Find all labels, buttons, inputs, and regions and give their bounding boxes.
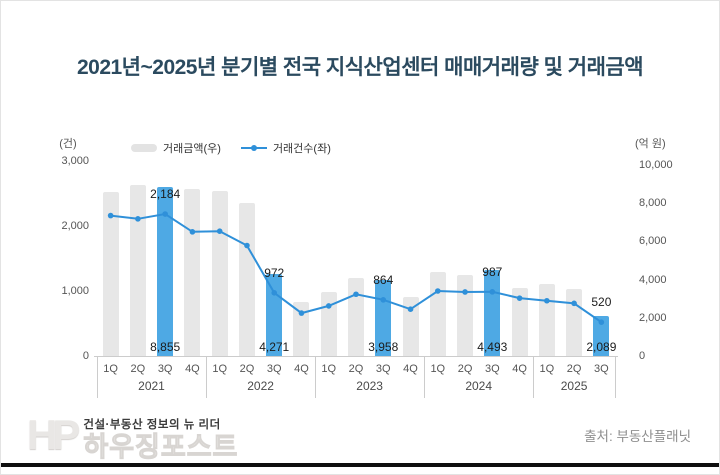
- bar: [457, 274, 474, 356]
- right-axis-tick: 6,000: [639, 235, 667, 248]
- count-data-label: 520: [591, 295, 612, 310]
- source-credit: 출처: 부동산플래닛: [584, 429, 691, 444]
- count-data-label: 972: [264, 265, 285, 280]
- x-axis-quarter-label: 3Q: [157, 363, 173, 375]
- x-axis-quarter-label: 1Q: [430, 363, 446, 375]
- left-axis-tick: 0: [82, 350, 89, 362]
- amount-data-label: 4,493: [477, 340, 508, 354]
- bottom-divider: [1, 463, 719, 467]
- amount-data-label: 3,958: [368, 340, 399, 354]
- year-group-separator: [424, 356, 426, 398]
- right-axis-tick: 10,000: [639, 159, 673, 171]
- x-axis-quarter-label: 3Q: [375, 363, 391, 375]
- left-axis-tick: 3,000: [61, 155, 89, 167]
- bar: [238, 203, 255, 356]
- amount-data-label: 2,089: [586, 340, 617, 354]
- logo-text-block: 건설·부동산 정보의 뉴 리더 하우징포스트: [83, 413, 239, 462]
- bar-swatch-icon: [131, 144, 157, 152]
- year-group-separator: [206, 356, 208, 398]
- logo-brand: 하우징포스트: [83, 432, 239, 462]
- page-title: 2021년~2025년 분기별 전국 지식산업센터 매매거래량 및 거래금액: [76, 56, 644, 79]
- x-axis-quarter-label: 1Q: [321, 363, 337, 375]
- bar: [184, 188, 201, 356]
- right-axis-tick: 0: [639, 350, 646, 362]
- legend-item-count: 거래건수(좌): [240, 140, 331, 156]
- x-axis-quarter-label: 1Q: [103, 363, 118, 375]
- x-axis-quarter-label: 4Q: [512, 363, 527, 375]
- publisher-logo: HP 건설·부동산 정보의 뉴 리더 하우징포스트: [27, 411, 239, 462]
- bar-highlighted: [157, 186, 174, 356]
- bar: [429, 271, 446, 356]
- year-group-separator: [97, 356, 98, 398]
- x-axis-year-label: 2025: [560, 379, 588, 393]
- right-axis-tick: 4,000: [639, 273, 667, 286]
- bar-highlighted: [593, 316, 610, 356]
- count-data-label: 864: [373, 272, 394, 287]
- legend-amount-label: 거래금액(우): [163, 143, 221, 155]
- bar: [102, 191, 119, 356]
- bar: [402, 296, 419, 356]
- year-group-separator: [615, 356, 616, 398]
- x-axis-quarter-label: 2Q: [566, 363, 582, 375]
- bar: [211, 190, 228, 356]
- left-axis-tick: 1,000: [61, 285, 89, 297]
- legend-item-amount: 거래금액(우): [131, 140, 221, 156]
- right-axis-unit: (억 원): [635, 138, 666, 150]
- logo-tagline: 건설·부동산 정보의 뉴 리더: [83, 419, 221, 431]
- x-axis-quarter-label: 1Q: [539, 363, 555, 375]
- bar: [538, 284, 555, 356]
- x-axis-quarter-label: 2Q: [348, 363, 364, 375]
- x-axis-quarter-label: 4Q: [403, 363, 418, 375]
- hp-logo-icon: HP: [27, 411, 80, 458]
- left-axis-tick: 2,000: [61, 220, 89, 232]
- bar: [348, 277, 364, 356]
- x-axis-quarter-label: 1Q: [212, 363, 228, 375]
- year-group-separator: [315, 356, 317, 398]
- x-axis-quarter-label: 3Q: [594, 363, 609, 375]
- year-group-separator: [533, 356, 535, 398]
- bar: [511, 288, 528, 356]
- line-swatch-icon: [240, 145, 267, 151]
- x-axis-quarter-label: 3Q: [266, 363, 282, 375]
- x-axis-year-label: 2024: [465, 379, 493, 393]
- right-axis-tick: 2,000: [639, 311, 667, 324]
- x-axis-year-label: 2022: [247, 379, 274, 393]
- amount-data-label: 8,855: [150, 340, 181, 354]
- bar: [293, 301, 310, 356]
- legend-count-label: 거래건수(좌): [272, 143, 331, 155]
- amount-data-label: 4,271: [259, 340, 290, 354]
- x-axis-quarter-label: 2Q: [239, 363, 255, 375]
- x-axis-line: [94, 356, 618, 357]
- x-axis-quarter-label: 3Q: [484, 363, 500, 375]
- bar: [129, 185, 146, 356]
- count-data-label: 2,184: [150, 187, 181, 202]
- x-axis-year-label: 2021: [138, 379, 165, 393]
- bar: [566, 289, 583, 356]
- bar: [320, 292, 337, 356]
- count-data-label: 987: [482, 264, 503, 279]
- x-axis-quarter-label: 2Q: [457, 363, 473, 375]
- x-axis-year-label: 2023: [356, 379, 383, 393]
- right-axis-tick: 8,000: [639, 197, 667, 210]
- x-axis-quarter-label: 2Q: [130, 363, 146, 375]
- x-axis-quarter-label: 4Q: [294, 363, 309, 375]
- x-axis-quarter-label: 4Q: [185, 363, 200, 375]
- chart-legend: 거래금액(우) 거래건수(좌): [131, 140, 331, 156]
- left-axis-unit: (건): [59, 138, 77, 150]
